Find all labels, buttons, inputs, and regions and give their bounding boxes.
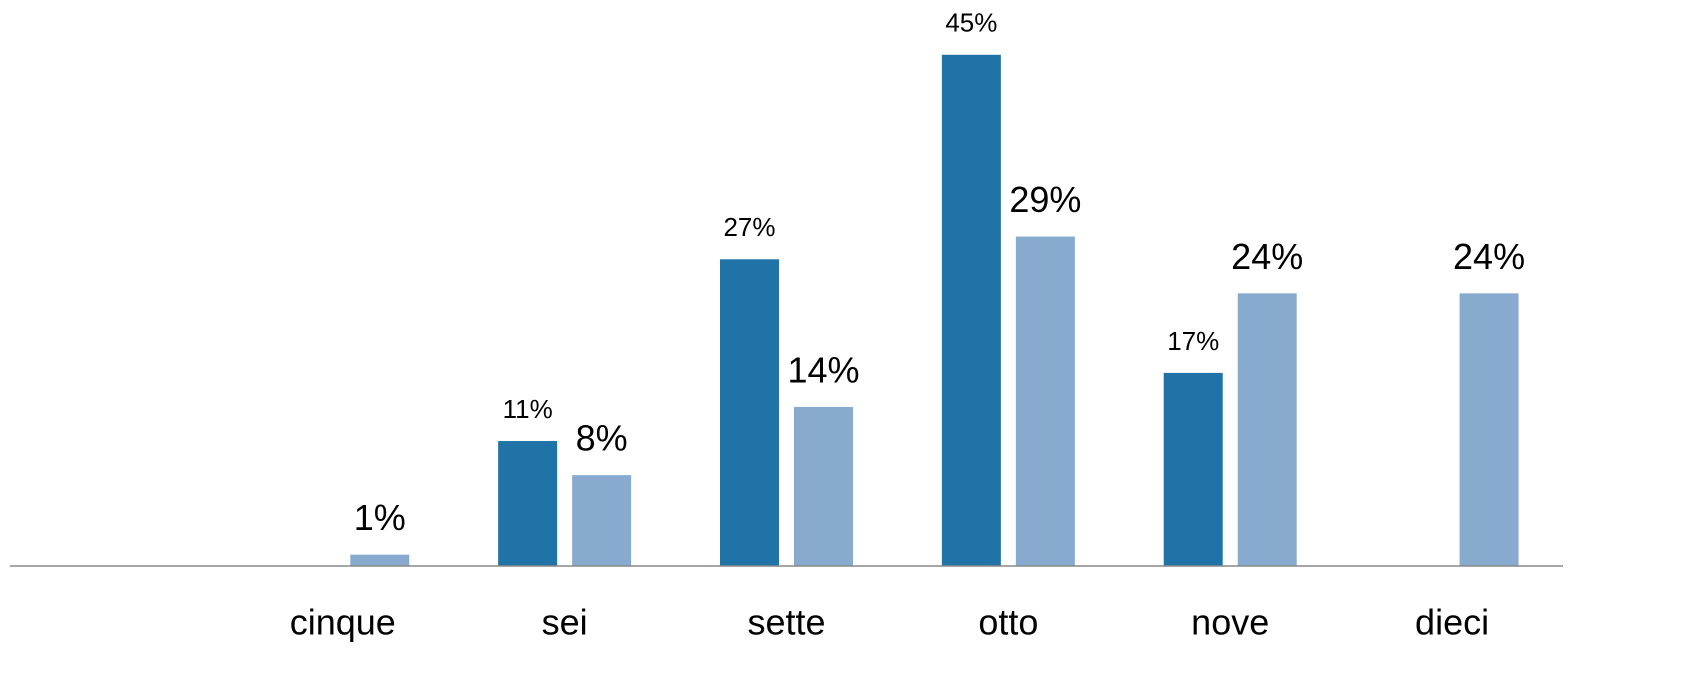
- x-tick-label: cinque: [290, 602, 396, 643]
- data-label: 27%: [723, 212, 775, 242]
- bar: [1237, 293, 1297, 566]
- x-tick-label: sette: [747, 602, 825, 643]
- data-label: 24%: [1453, 236, 1525, 277]
- bar: [350, 554, 410, 566]
- data-label: 17%: [1167, 326, 1219, 356]
- data-label: 14%: [787, 349, 859, 390]
- bar: [1163, 372, 1223, 566]
- bar: [720, 259, 779, 566]
- bar: [794, 406, 853, 566]
- x-tick-label: nove: [1191, 602, 1269, 643]
- data-label: 8%: [576, 418, 628, 459]
- data-label: 11%: [503, 394, 553, 424]
- x-tick-label: dieci: [1415, 602, 1489, 643]
- data-label: 45%: [945, 8, 997, 38]
- data-label: 1%: [354, 497, 406, 538]
- bar: [1459, 293, 1519, 566]
- x-tick-label: otto: [978, 602, 1038, 643]
- bar: [941, 54, 1001, 567]
- bar: [572, 475, 632, 566]
- data-label: 29%: [1009, 179, 1081, 220]
- bar: [498, 441, 558, 566]
- data-label: 24%: [1231, 236, 1303, 277]
- x-tick-label: sei: [542, 602, 588, 643]
- bar: [1015, 236, 1075, 566]
